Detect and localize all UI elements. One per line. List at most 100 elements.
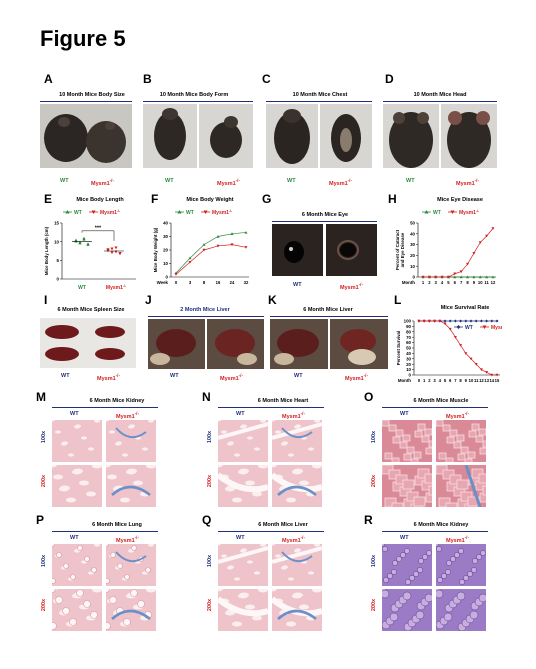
chart-h-point	[491, 275, 495, 279]
chart-h-x-tick-label: 3	[435, 280, 438, 285]
chart-l-point	[448, 327, 452, 331]
panel-p-wt-200x-micrograph-alveolus	[90, 611, 98, 619]
chart-f-point	[216, 235, 220, 238]
panel-o-wt-200x-micrograph-fiber	[424, 473, 432, 484]
panel-q-mut-200x-micrograph-texture	[286, 621, 296, 627]
panel-r-mut-100x-micrograph-tubule	[467, 571, 473, 577]
chart-h-point	[466, 262, 470, 266]
panel-o-mut-200x-micrograph-fiber	[445, 502, 458, 507]
panel-d-title: 10 Month Mice Head	[413, 92, 467, 98]
panel-c-photo-mut	[320, 104, 372, 168]
panel-o-mag-200: 200x	[371, 474, 377, 488]
chart-h-point	[421, 275, 425, 279]
chart-l-legend-mut-text: Mysm1-/-	[491, 324, 502, 331]
panel-n-mut-200x-micrograph-texture	[292, 469, 302, 475]
chart-f-y-tick-label: 0	[166, 275, 169, 280]
panel-g-underline	[272, 221, 377, 222]
panel-p-mut-100x-micrograph-fibrosis	[115, 551, 147, 562]
chart-h-point	[472, 275, 476, 279]
panel-p-mut-100x-micrograph-alveolus	[124, 574, 130, 580]
chart-h-y-tick-label: 50	[410, 221, 415, 226]
chart-f-series-line	[175, 232, 247, 274]
panel-i-title: 6 Month Mice Spleen Size	[57, 307, 125, 313]
panel-p-mut-200x-micrograph-alveolus	[109, 596, 117, 604]
panel-j-photo-mut	[207, 319, 264, 369]
panel-g-photo-wt	[272, 224, 323, 276]
panel-o-mut-200x-micrograph-fiber	[438, 497, 451, 507]
panel-n-wt-200x-micrograph-texture	[218, 465, 223, 468]
panel-q-wt-200x-micrograph-texture	[218, 589, 223, 592]
panel-o-wt-200x-micrograph-fiber	[406, 491, 419, 502]
panel-p-wt-100x-micrograph-alveolus	[63, 563, 69, 569]
chart-l-point	[427, 319, 431, 323]
panel-a-underline	[40, 101, 132, 102]
chart-l-x-tick-label: 5	[444, 378, 447, 383]
panel-r-mut-100x-micrograph-tubule	[459, 579, 465, 585]
panel-g-photo-mut	[326, 224, 377, 276]
panel-n-wt-100x-micrograph-texture	[254, 447, 260, 451]
panel-p-underline	[52, 531, 158, 532]
panel-o-mut-100x-micrograph-fiber	[449, 429, 458, 437]
panel-r-mut-100x-micrograph	[436, 544, 486, 586]
chart-l-legend-wt-marker	[456, 325, 461, 329]
panel-o-mut-100x-micrograph	[436, 420, 486, 462]
chart-l-x-tick-label: 11	[474, 378, 479, 383]
panel-q-wt-100x-micrograph-texture	[240, 549, 246, 553]
panel-n-mag-100: 100x	[207, 430, 213, 444]
chart-e-point	[110, 251, 114, 255]
panel-i-mut-label: Mysm1-/-	[97, 373, 120, 382]
panel-p-wt-200x-micrograph	[52, 589, 102, 631]
panel-m-mut-100x-micrograph-texture	[142, 447, 148, 451]
panel-o-wt-100x-micrograph-fiber	[403, 453, 412, 461]
panel-m-mut-200x-micrograph-texture	[133, 480, 143, 486]
panel-i-wt-label: WT	[61, 373, 70, 379]
panel-o-wt-100x-micrograph-fiber	[406, 446, 415, 454]
panel-o-title: 6 Month Mice Muscle	[413, 398, 469, 404]
panel-p-mut-100x-micrograph-alveolus	[106, 544, 109, 547]
chart-l-x-tick-label: 7	[454, 378, 457, 383]
panel-n-wt-200x-micrograph-texture	[232, 497, 242, 503]
chart-f-x-tick-label: 0	[175, 280, 178, 285]
chart-f-y-label: Mice Body Weight (g)	[153, 227, 158, 272]
panel-k-photo-wt	[270, 319, 328, 369]
panel-p-wt-200x-micrograph-alveolus	[83, 600, 91, 608]
chart-l-x-tick-label: 13	[484, 378, 489, 383]
panel-r-mut-100x-micrograph-tubule	[472, 558, 478, 564]
panel-n-mag-200: 200x	[207, 474, 213, 488]
chart-h-point	[459, 275, 463, 279]
panel-o-mut-100x-micrograph-fiber	[464, 458, 473, 462]
panel-m-mag-200: 200x	[41, 474, 47, 488]
chart-h-legend-wt-text: WT	[433, 210, 441, 216]
panel-l-title: Mice Survival Rate	[440, 305, 490, 311]
chart-l-y-tick-label: 80	[406, 329, 411, 334]
chart-l-y-tick-label: 70	[406, 335, 411, 340]
chart-e-y-tick-label: 10	[54, 239, 59, 244]
panel-o-wt-100x-micrograph-fiber	[421, 435, 430, 443]
panel-o-mut-200x-micrograph-fiber	[478, 473, 486, 484]
panel-o-mut-100x-micrograph-fiber	[475, 435, 484, 443]
panel-q-wt-200x-micrograph-vessel	[218, 596, 268, 617]
chart-l-point	[479, 319, 483, 323]
chart-e-y-label: Mice Body Length (cm)	[44, 226, 49, 275]
panel-b-photo-mut	[199, 104, 253, 168]
panel-p-wt-100x-micrograph-alveolus	[52, 544, 55, 547]
panel-p-wt-100x-micrograph-alveolus	[56, 552, 62, 558]
panel-m-wt-100x-micrograph-texture	[74, 425, 80, 429]
chart-l-point	[479, 368, 483, 372]
chart-h-y-label: and Eye Disease	[400, 232, 405, 267]
chart-e-x-label-wt: WT	[78, 285, 86, 291]
panel-q-mut-200x-micrograph-texture	[272, 589, 277, 592]
panel-r-mut-100x-micrograph-tubule	[437, 577, 443, 583]
chart-l-x-tick-label: 3	[433, 378, 436, 383]
panel-n-mut-100x-micrograph-texture	[275, 430, 281, 434]
chart-l-point	[485, 319, 489, 323]
panel-n-wt-100x-micrograph-texture	[218, 420, 221, 422]
panel-p-wt-100x-micrograph-alveolus	[91, 567, 97, 573]
panel-a-mut-label: Mysm1-/-	[91, 178, 114, 187]
panel-j-wt-label: WT	[170, 373, 179, 379]
panel-e-title: Mice Body Length	[76, 197, 124, 203]
panel-n-mut-200x-micrograph-texture	[272, 465, 277, 468]
panel-o-wt-200x-micrograph-fiber	[428, 485, 432, 496]
panel-p-wt-100x-micrograph	[52, 544, 102, 586]
panel-m-mut-100x-micrograph-texture	[128, 425, 134, 429]
